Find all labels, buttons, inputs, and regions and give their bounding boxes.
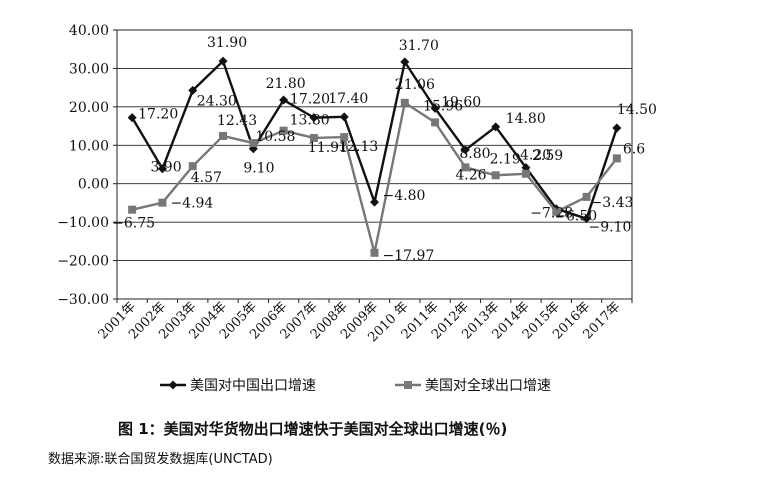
data-label: 21.06 <box>395 77 435 93</box>
legend: 美国对中国出口增速 美国对全球出口增速 <box>160 377 551 394</box>
data-label: 11.91 <box>308 140 348 156</box>
data-label: 4.26 <box>455 167 486 183</box>
data-label: −3.43 <box>591 195 634 211</box>
y-tick-label: −30.00 <box>57 292 109 308</box>
data-label: 21.80 <box>266 76 306 92</box>
legend-marker <box>168 380 178 390</box>
data-label: −6.50 <box>554 209 597 225</box>
data-label: 10.58 <box>255 129 295 145</box>
data-point <box>339 112 349 122</box>
y-tick-label: 40.00 <box>69 23 109 39</box>
data-point <box>491 122 501 132</box>
data-label: 2.59 <box>532 148 563 164</box>
data-label: 31.90 <box>207 35 247 51</box>
data-label: 15.96 <box>423 98 463 114</box>
data-point <box>279 126 288 135</box>
y-tick-label: 30.00 <box>69 61 109 77</box>
data-label: 3.90 <box>150 160 181 176</box>
data-point <box>430 103 440 113</box>
y-tick-label: 10.00 <box>69 138 109 154</box>
data-point <box>552 207 561 216</box>
data-point <box>370 197 379 207</box>
data-label: 4.20 <box>520 148 551 164</box>
data-label: −4.94 <box>170 196 213 212</box>
data-point <box>188 162 197 171</box>
data-point <box>158 198 167 207</box>
y-tick-label: 0.00 <box>78 177 109 193</box>
data-point <box>370 248 379 257</box>
data-label: 4.57 <box>191 170 222 186</box>
y-tick-label: 20.00 <box>69 100 109 116</box>
data-label: 31.70 <box>399 38 439 54</box>
data-label: 8.80 <box>459 146 490 162</box>
data-point <box>218 56 228 66</box>
data-label: −7.28 <box>530 206 573 222</box>
data-label: 12.13 <box>338 139 378 155</box>
data-label: −17.97 <box>383 248 435 264</box>
data-point <box>612 154 621 163</box>
data-point <box>309 133 318 142</box>
data-point <box>127 113 137 123</box>
figure-caption: 图 1：美国对华货物出口增速快于美国对全球出口增速(％) <box>118 420 508 438</box>
data-point <box>612 123 622 133</box>
data-labels: 17.203.9024.3031.909.1021.8017.2017.40−4… <box>112 35 657 264</box>
data-label: 9.10 <box>243 161 274 177</box>
data-point <box>491 171 500 180</box>
data-label: −6.75 <box>112 216 155 232</box>
data-source: 数据来源:联合国贸发数据库(UNCTAD) <box>48 452 273 467</box>
data-point <box>219 131 228 140</box>
legend-marker <box>404 381 412 389</box>
data-point <box>461 163 470 172</box>
data-point <box>400 57 410 67</box>
data-label: 14.80 <box>506 111 546 127</box>
data-point <box>400 98 409 107</box>
data-point <box>582 192 591 201</box>
y-tick-label: −20.00 <box>57 254 109 270</box>
legend-label: 美国对全球出口增速 <box>425 377 551 394</box>
series-group <box>127 56 622 257</box>
data-point <box>340 133 349 142</box>
data-point <box>279 95 289 105</box>
data-point <box>188 85 198 95</box>
data-point <box>431 118 440 127</box>
data-label: 17.20 <box>290 92 330 108</box>
y-tick-label: −10.00 <box>57 215 109 231</box>
data-point <box>521 169 530 178</box>
data-label: 24.30 <box>197 93 237 109</box>
data-label: 17.20 <box>138 107 178 123</box>
data-label: 14.50 <box>617 102 657 118</box>
data-label: 13.80 <box>290 113 330 129</box>
x-axis: 2001年2002年2003年2004年2005年2006年2007年2008年… <box>96 299 633 345</box>
data-point <box>582 214 592 224</box>
data-point <box>309 113 319 123</box>
data-label: 12.43 <box>217 113 257 129</box>
data-label: −9.10 <box>589 220 632 236</box>
data-point <box>157 164 167 174</box>
data-label: 17.40 <box>328 91 368 107</box>
grid-lines <box>116 29 633 300</box>
data-label: 2.19 <box>490 151 521 167</box>
data-label: 6.6 <box>623 141 645 157</box>
y-axis: −30.00 −20.00 −10.00 0.00 10.00 20.00 30.00 40.… <box>57 23 117 308</box>
legend-label: 美国对中国出口增速 <box>190 378 316 394</box>
data-point <box>460 145 470 155</box>
data-point <box>249 139 258 148</box>
data-label: 19.60 <box>441 94 481 110</box>
data-label: −4.80 <box>383 188 426 204</box>
data-point <box>128 205 137 214</box>
